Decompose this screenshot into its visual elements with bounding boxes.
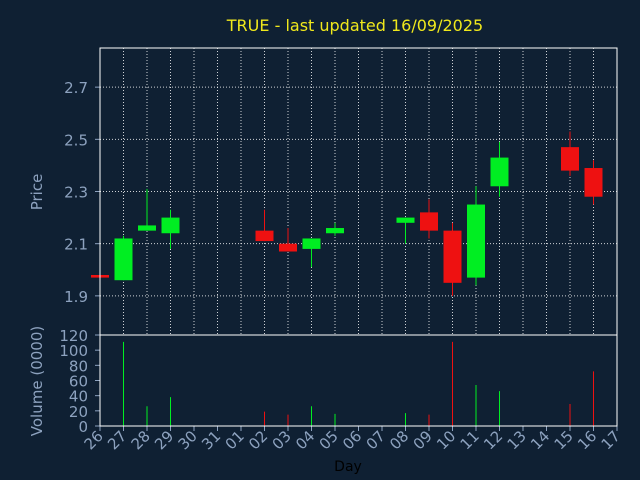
day-tick-label: 07 — [363, 427, 389, 453]
candle-body — [326, 228, 344, 234]
day-tick-label: 02 — [245, 427, 271, 453]
volume-tick-label: 100 — [59, 342, 88, 360]
price-tick-label: 2.7 — [64, 79, 88, 97]
day-tick-label: 05 — [316, 427, 342, 453]
candle-body — [161, 217, 180, 234]
candle-body — [138, 225, 156, 231]
volume-tick-label: 20 — [69, 403, 88, 421]
day-tick-label: 11 — [457, 427, 483, 453]
volume-tick-label: 0 — [78, 418, 88, 436]
volume-tick-label: 120 — [59, 327, 88, 345]
candle-body — [443, 230, 462, 283]
price-tick-label: 2.3 — [64, 184, 88, 202]
day-tick-label: 01 — [222, 427, 248, 453]
candle-body — [584, 168, 603, 197]
candle-body — [561, 147, 579, 171]
day-axis-label: Day — [334, 459, 362, 475]
chart-title: TRUE - last updated 16/09/2025 — [226, 16, 483, 35]
price-ticks: 1.9 2.1 2.3 2.5 2.7 — [64, 79, 100, 306]
day-tick-label: 08 — [386, 427, 412, 453]
volume-bars — [123, 341, 594, 426]
day-tick-label: 13 — [504, 427, 530, 453]
day-tick-label: 31 — [198, 427, 224, 453]
candle-body — [255, 230, 274, 242]
day-tick-label: 09 — [410, 427, 436, 453]
day-tick-label: 10 — [433, 427, 459, 453]
day-tick-label: 16 — [574, 427, 600, 453]
day-tick-label: 04 — [292, 427, 318, 453]
day-tick-label: 03 — [269, 427, 295, 453]
candles — [91, 131, 603, 296]
candle-body — [396, 217, 415, 223]
day-tick-label: 29 — [151, 427, 177, 453]
volume-panel-frame — [99, 334, 618, 427]
day-tick-label: 14 — [527, 427, 553, 453]
price-tick-label: 1.9 — [64, 288, 88, 306]
volume-axis-label: Volume (0000) — [28, 326, 46, 436]
day-tick-label: 30 — [175, 427, 201, 453]
day-tick-label: 17 — [598, 427, 624, 453]
volume-tick-label: 60 — [69, 373, 88, 391]
day-tick-label: 15 — [551, 427, 577, 453]
candle-body — [114, 238, 133, 281]
price-axis-label: Price — [28, 174, 46, 211]
candle-body — [420, 212, 438, 231]
candle-body — [490, 157, 509, 187]
day-ticks: 2627282930310102030405060708091011121314… — [81, 426, 624, 453]
day-tick-label: 28 — [128, 427, 154, 453]
price-grid — [99, 48, 618, 335]
volume-tick-label: 40 — [69, 388, 88, 406]
day-tick-label: 06 — [339, 427, 365, 453]
day-tick-label: 12 — [480, 427, 506, 453]
day-tick-label: 27 — [104, 427, 130, 453]
price-tick-label: 2.5 — [64, 131, 88, 149]
candle-body — [467, 204, 485, 278]
price-tick-label: 2.1 — [64, 236, 88, 254]
candle-body — [302, 238, 321, 249]
candle-body — [279, 243, 297, 252]
volume-tick-label: 80 — [69, 357, 88, 375]
